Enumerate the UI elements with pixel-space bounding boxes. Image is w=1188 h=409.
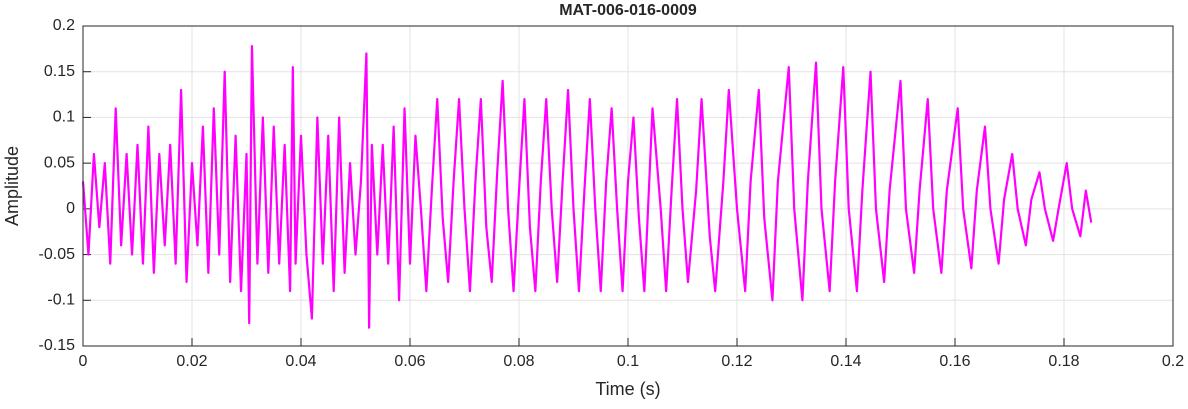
x-tick-label: 0.12	[721, 353, 752, 370]
y-tick-label: 0	[66, 200, 75, 217]
x-axis-label: Time (s)	[595, 379, 660, 399]
y-tick-label: -0.1	[47, 292, 75, 309]
x-tick-label: 0.04	[285, 353, 316, 370]
chart-title: MAT-006-016-0009	[559, 2, 697, 19]
y-tick-label: 0.1	[53, 109, 75, 126]
y-tick-label: 0.05	[44, 154, 75, 171]
axes-box	[82, 25, 1174, 347]
waveform-line	[81, 45, 1093, 329]
y-tick-label: 0.2	[53, 17, 75, 34]
x-tick-label: 0.06	[394, 353, 425, 370]
x-tick-label: 0.02	[176, 353, 207, 370]
y-tick-label: -0.05	[39, 246, 76, 263]
x-tick-label: 0.14	[830, 353, 861, 370]
x-tick-label: 0.16	[939, 353, 970, 370]
y-tick-label: -0.15	[39, 337, 76, 354]
x-tick-label: 0	[79, 353, 88, 370]
x-tick-label: 0.1	[617, 353, 639, 370]
y-axis-label: Amplitude	[2, 146, 22, 226]
x-tick-label: 0.08	[503, 353, 534, 370]
x-tick-label: 0.18	[1048, 353, 1079, 370]
x-tick-label: 0.2	[1162, 353, 1184, 370]
y-tick-label: 0.15	[44, 63, 75, 80]
